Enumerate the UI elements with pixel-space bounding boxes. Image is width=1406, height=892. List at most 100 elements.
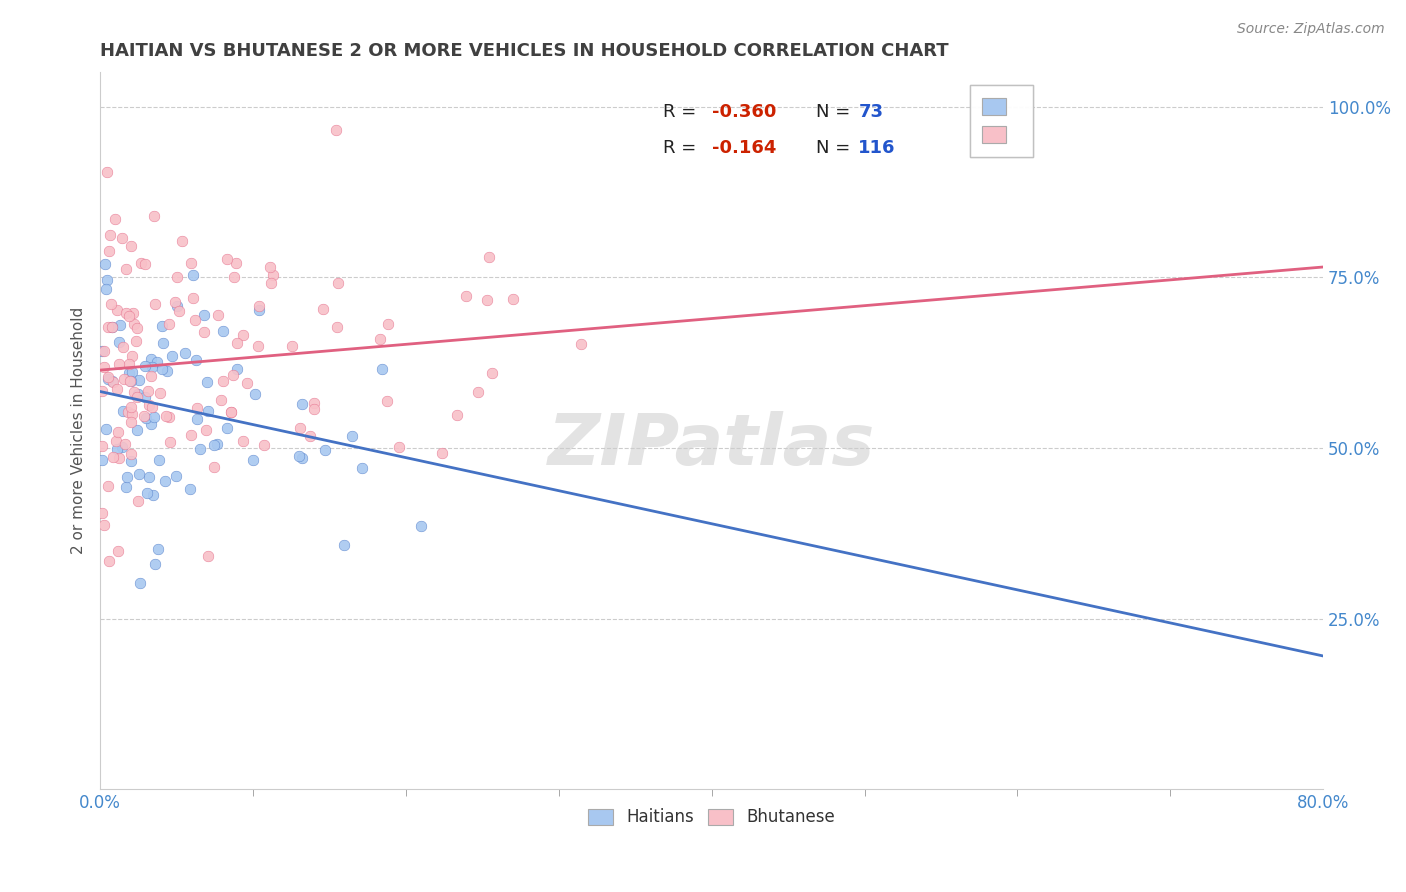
Point	[120, 400, 142, 414]
Point	[101, 319, 124, 334]
Point	[186, 411, 208, 425]
Point	[142, 209, 165, 223]
Point	[101, 320, 124, 334]
Point	[232, 434, 254, 448]
Point	[186, 401, 208, 415]
Point	[262, 268, 284, 282]
Point	[138, 398, 160, 412]
Point	[388, 440, 411, 454]
Point	[101, 375, 124, 389]
Point	[122, 317, 145, 331]
Point	[135, 486, 157, 500]
Point	[446, 408, 468, 422]
Point	[153, 474, 176, 488]
Point	[90, 453, 112, 467]
Point	[184, 313, 207, 327]
Point	[467, 385, 489, 400]
Point	[377, 317, 399, 331]
Point	[197, 549, 219, 564]
Point	[105, 303, 128, 318]
Text: N =: N =	[815, 138, 856, 157]
Point	[183, 291, 205, 305]
Point	[569, 337, 592, 351]
Point	[202, 438, 225, 452]
Point	[105, 442, 128, 456]
Point	[90, 506, 112, 520]
Point	[141, 401, 163, 415]
Point	[157, 409, 180, 424]
Point	[134, 390, 156, 404]
Point	[326, 320, 349, 334]
Point	[188, 442, 211, 456]
Point	[302, 396, 325, 410]
Point	[104, 211, 127, 226]
Point	[129, 575, 152, 590]
Point	[121, 349, 143, 363]
Point	[143, 557, 166, 571]
Point	[291, 396, 314, 410]
Point	[478, 251, 501, 265]
Point	[121, 306, 143, 320]
Point	[100, 297, 122, 311]
Point	[219, 405, 242, 419]
Text: ZIPatlas: ZIPatlas	[548, 410, 876, 480]
Point	[371, 361, 394, 376]
Point	[222, 269, 245, 284]
Point	[121, 365, 143, 379]
Point	[90, 384, 112, 398]
Point	[96, 165, 118, 179]
Point	[209, 392, 232, 407]
Point	[134, 409, 156, 423]
Point	[129, 255, 152, 269]
Text: R =: R =	[662, 138, 702, 157]
Point	[120, 374, 142, 388]
Point	[165, 294, 187, 309]
Point	[205, 437, 228, 451]
Point	[260, 277, 283, 291]
Legend: Haitians, Bhutanese: Haitians, Bhutanese	[581, 800, 844, 835]
Point	[166, 299, 188, 313]
Point	[111, 440, 134, 454]
Point	[97, 244, 120, 259]
Point	[93, 257, 115, 271]
Point	[125, 334, 148, 348]
Point	[314, 442, 336, 457]
Point	[475, 293, 498, 308]
Point	[104, 434, 127, 448]
Point	[103, 450, 125, 464]
Point	[212, 324, 235, 338]
Point	[107, 544, 129, 558]
Point	[118, 366, 141, 380]
Point	[169, 303, 191, 318]
Point	[135, 410, 157, 425]
Point	[128, 373, 150, 387]
Point	[107, 425, 129, 439]
Point	[97, 479, 120, 493]
Point	[342, 428, 364, 442]
Point	[93, 343, 115, 358]
Point	[247, 299, 270, 313]
Point	[222, 368, 245, 382]
Point	[170, 234, 193, 248]
Point	[134, 257, 156, 271]
Point	[98, 554, 121, 568]
Point	[375, 394, 398, 409]
Point	[152, 318, 174, 333]
Point	[117, 470, 139, 484]
Point	[125, 423, 148, 437]
Point	[160, 349, 183, 363]
Point	[195, 423, 218, 437]
Point	[143, 297, 166, 311]
Point	[118, 310, 141, 324]
Point	[456, 289, 478, 303]
Point	[111, 230, 134, 244]
Point	[246, 339, 269, 353]
Point	[118, 357, 141, 371]
Point	[118, 374, 141, 388]
Point	[236, 376, 259, 390]
Point	[93, 359, 115, 374]
Point	[121, 407, 143, 421]
Point	[142, 409, 165, 424]
Point	[97, 369, 120, 384]
Text: 116: 116	[859, 138, 896, 157]
